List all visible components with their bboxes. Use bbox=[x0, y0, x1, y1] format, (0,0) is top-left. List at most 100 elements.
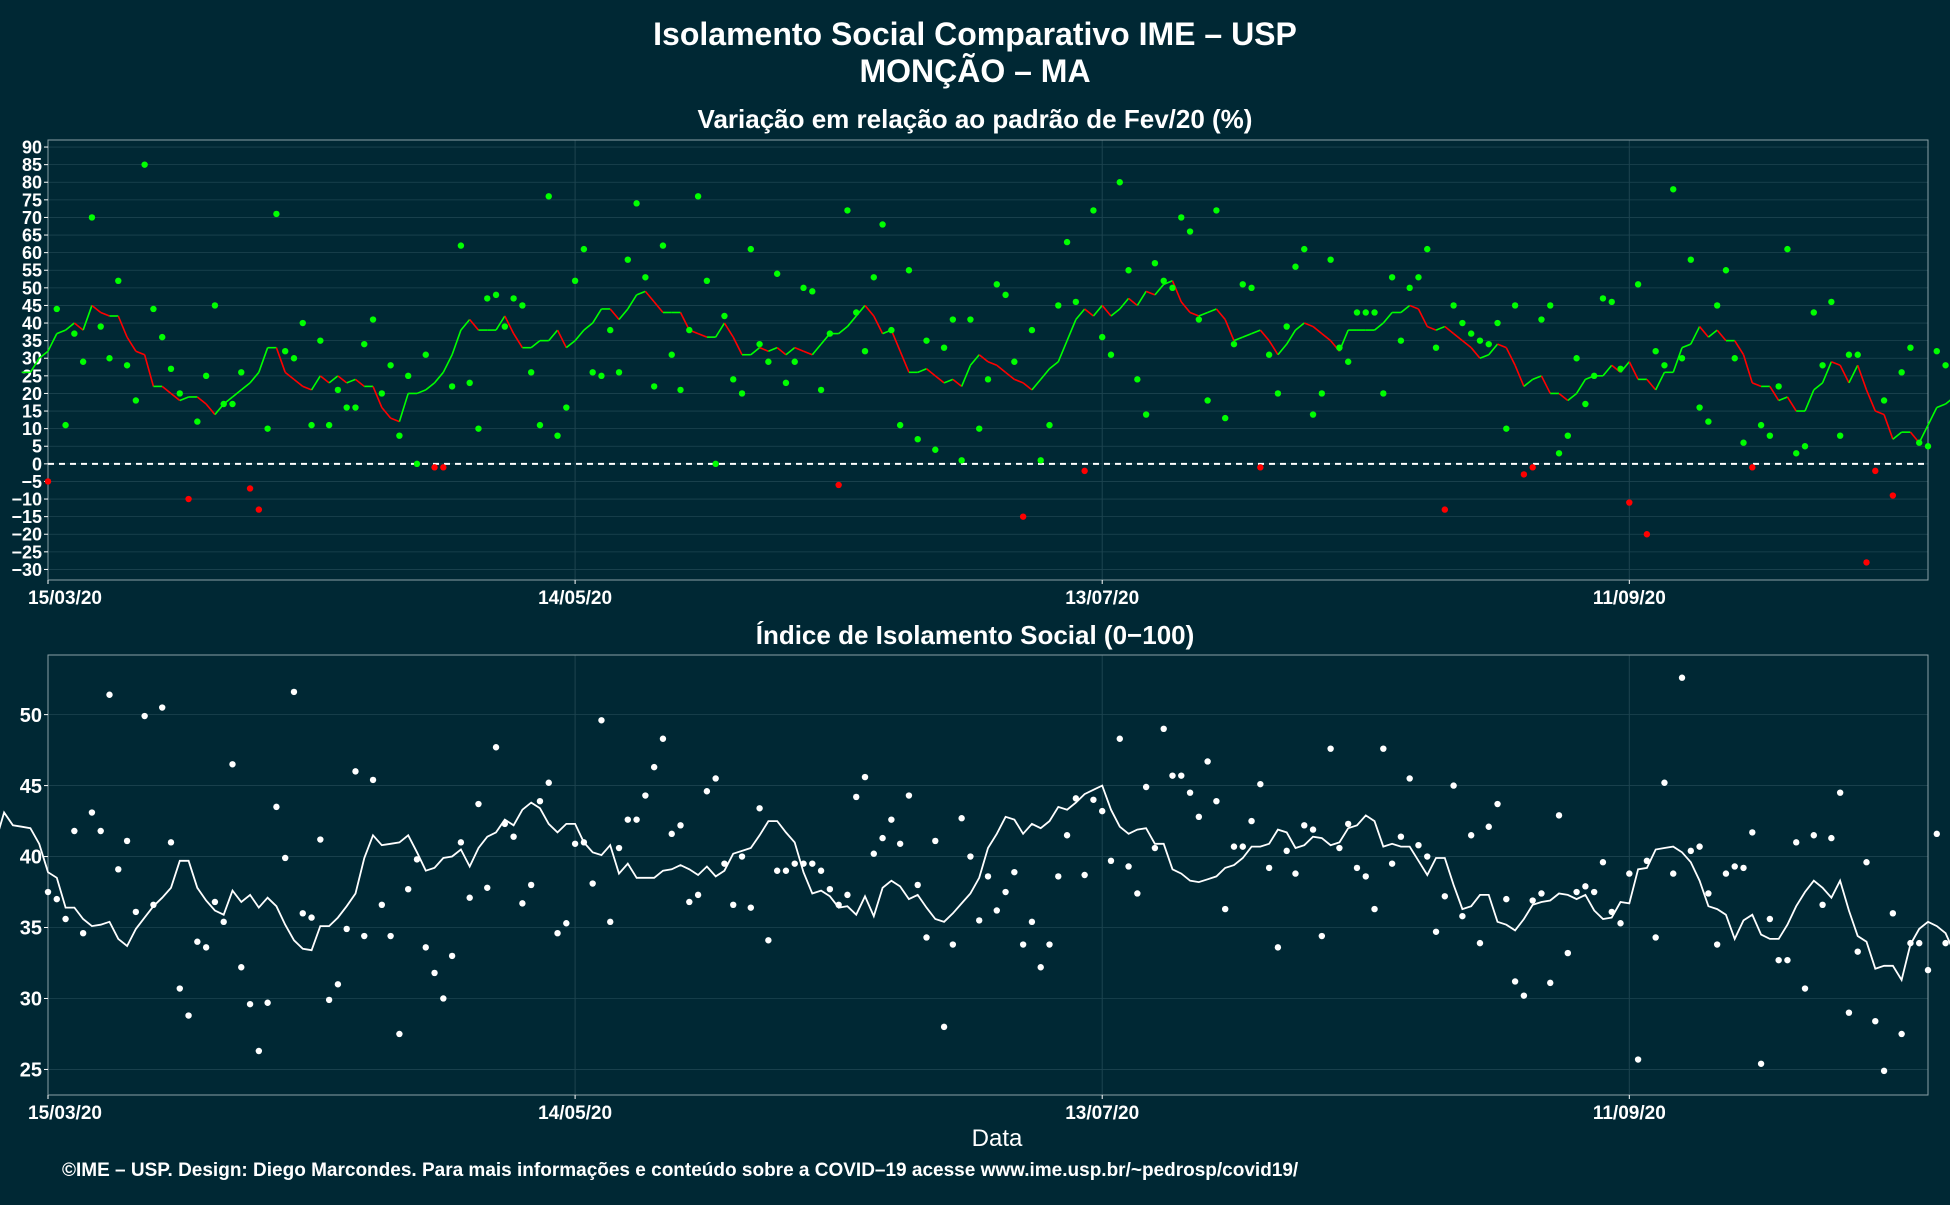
variation-data-point bbox=[615, 369, 623, 376]
variation-data-point bbox=[132, 397, 140, 404]
variation-data-point bbox=[519, 302, 526, 309]
variation-moving-average-segment bbox=[794, 346, 804, 352]
index-data-point bbox=[1845, 1009, 1853, 1016]
variation-moving-average-segment bbox=[1215, 308, 1226, 321]
index-data-point bbox=[1072, 795, 1080, 802]
variation-data-point bbox=[1942, 362, 1949, 369]
variation-moving-average-segment bbox=[530, 340, 541, 349]
variation-moving-average-segment bbox=[838, 325, 848, 335]
index-data-point bbox=[422, 944, 429, 951]
top-panel-title: Variação em relação ao padrão de Fev/20 … bbox=[698, 104, 1253, 134]
index-data-point bbox=[334, 981, 342, 988]
variation-data-point bbox=[115, 277, 122, 284]
variation-data-point bbox=[589, 369, 596, 376]
index-data-point bbox=[1907, 939, 1914, 947]
variation-data-point bbox=[220, 400, 227, 408]
index-data-point bbox=[1063, 832, 1071, 839]
index-data-point bbox=[194, 938, 201, 945]
index-data-point bbox=[1872, 1017, 1879, 1025]
variation-data-point bbox=[194, 418, 201, 425]
variation-data-point bbox=[1898, 369, 1905, 376]
variation-moving-average-segment bbox=[1698, 326, 1709, 338]
variation-data-point bbox=[1450, 302, 1457, 309]
variation-moving-average-segment bbox=[1752, 382, 1762, 388]
index-data-point bbox=[1459, 912, 1466, 920]
variation-moving-average-segment bbox=[556, 329, 568, 349]
variation-data-point bbox=[1836, 432, 1844, 439]
variation-data-point bbox=[686, 326, 693, 334]
variation-moving-average-segment bbox=[1813, 382, 1824, 391]
variation-y-tick-label: 20 bbox=[22, 384, 42, 404]
index-data-point bbox=[826, 885, 834, 893]
variation-moving-average-segment bbox=[1110, 308, 1121, 317]
variation-moving-average-segment bbox=[1804, 389, 1815, 412]
variation-moving-average-segment bbox=[1022, 382, 1033, 391]
variation-moving-average-segment bbox=[1189, 311, 1200, 317]
index-data-point bbox=[896, 840, 904, 847]
index-data-point bbox=[1424, 853, 1431, 860]
variation-moving-average-segment bbox=[714, 322, 726, 338]
variation-data-point bbox=[404, 372, 412, 380]
variation-data-point bbox=[159, 333, 166, 341]
variation-data-point bbox=[1626, 499, 1633, 506]
index-data-point bbox=[905, 792, 913, 799]
variation-data-point bbox=[176, 390, 183, 397]
index-data-point bbox=[844, 891, 851, 899]
variation-data-point bbox=[1529, 464, 1536, 471]
variation-y-tick-label: 60 bbox=[22, 243, 42, 263]
index-data-point bbox=[115, 866, 122, 873]
variation-moving-average-segment bbox=[565, 340, 576, 349]
index-data-point bbox=[1055, 873, 1062, 880]
variation-data-point bbox=[246, 485, 254, 492]
index-y-tick-label: 35 bbox=[20, 918, 42, 940]
index-data-point bbox=[1889, 910, 1897, 917]
variation-moving-average-segment bbox=[978, 354, 989, 363]
index-data-point bbox=[1731, 863, 1738, 870]
variation-moving-average-segment bbox=[170, 392, 181, 402]
variation-data-point bbox=[308, 421, 315, 429]
index-data-point bbox=[106, 691, 113, 698]
index-data-point bbox=[712, 775, 719, 782]
variation-moving-average-segment bbox=[1558, 392, 1569, 402]
index-data-point bbox=[765, 937, 772, 944]
index-data-point bbox=[141, 712, 148, 720]
variation-moving-average-segment bbox=[1198, 311, 1208, 317]
variation-moving-average-segment bbox=[952, 378, 963, 388]
variation-moving-average-segment bbox=[1778, 396, 1788, 402]
variation-moving-average-segment bbox=[1936, 403, 1946, 409]
variation-y-tick-label: 40 bbox=[22, 314, 42, 334]
variation-moving-average-segment bbox=[996, 364, 1007, 373]
index-data-point bbox=[343, 925, 350, 933]
variation-data-point bbox=[1204, 397, 1211, 404]
variation-data-point bbox=[1749, 464, 1756, 471]
index-data-point bbox=[976, 917, 983, 924]
variation-data-point bbox=[1380, 390, 1387, 397]
index-data-point bbox=[1652, 934, 1659, 941]
variation-data-point bbox=[1494, 319, 1501, 327]
variation-data-point bbox=[422, 351, 429, 358]
variation-moving-average-segment bbox=[143, 354, 155, 387]
index-data-point bbox=[510, 833, 517, 840]
index-data-point bbox=[484, 884, 491, 891]
index-y-tick-label: 45 bbox=[20, 776, 42, 798]
variation-moving-average-segment bbox=[1014, 378, 1024, 384]
variation-y-tick-label: 35 bbox=[22, 331, 42, 351]
variation-data-point bbox=[536, 421, 544, 429]
variation-moving-average-segment bbox=[1716, 329, 1727, 342]
index-data-point bbox=[325, 996, 333, 1004]
index-data-point bbox=[71, 827, 78, 835]
index-data-point bbox=[466, 894, 473, 901]
index-data-point bbox=[519, 900, 526, 907]
index-data-point bbox=[1880, 1067, 1888, 1075]
index-data-point bbox=[738, 853, 746, 860]
index-data-point bbox=[598, 717, 605, 724]
index-data-point bbox=[1160, 725, 1167, 733]
index-data-point bbox=[633, 816, 640, 823]
index-data-point bbox=[1002, 888, 1009, 896]
index-data-point bbox=[1186, 789, 1194, 796]
variation-data-point bbox=[44, 478, 52, 485]
index-data-point bbox=[317, 836, 324, 843]
variation-moving-average-segment bbox=[1031, 378, 1042, 391]
index-data-point bbox=[1626, 870, 1633, 877]
index-data-point bbox=[79, 929, 87, 937]
